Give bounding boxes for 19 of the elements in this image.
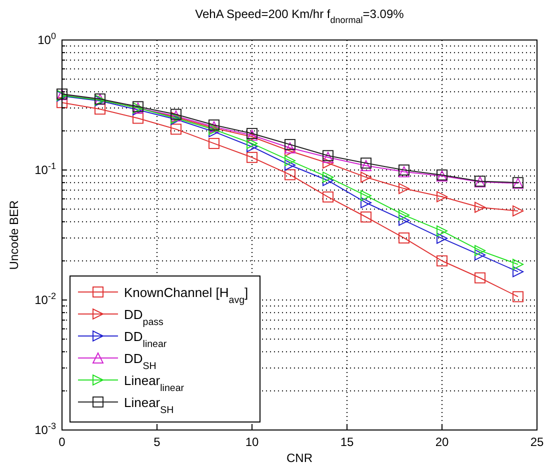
- chart-title: VehA Speed=200 Km/hr f$_{dnormal}$=3.09%: [195, 7, 404, 25]
- y-tick-label: 10$^{-2}$: [34, 291, 56, 307]
- legend-label: Linear$_{linear}$: [124, 373, 185, 394]
- x-axis-title: CNR: [286, 451, 313, 465]
- x-tick-label: 5: [154, 435, 161, 449]
- legend-label: DD$_{linear}$: [124, 329, 168, 350]
- y-tick-label: 10$^{-1}$: [34, 161, 56, 177]
- legend-label: DD$_{SH}$: [124, 351, 156, 372]
- x-tick-label: 25: [530, 435, 544, 449]
- legend-label: KnownChannel [H$_{avg}$]: [124, 285, 248, 306]
- y-tick-label: 10$^{-3}$: [34, 421, 56, 437]
- x-tick-label: 20: [435, 435, 449, 449]
- y-tick-label: 10$^{0}$: [38, 31, 56, 47]
- x-tick-label: 10: [245, 435, 259, 449]
- x-tick-label: 15: [340, 435, 354, 449]
- y-axis-title: Uncode BER: [7, 200, 21, 270]
- legend-label: DD$_{pass}$: [124, 307, 164, 328]
- legend-label: Linear$_{SH}$: [124, 395, 174, 416]
- x-tick-label: 0: [58, 435, 66, 449]
